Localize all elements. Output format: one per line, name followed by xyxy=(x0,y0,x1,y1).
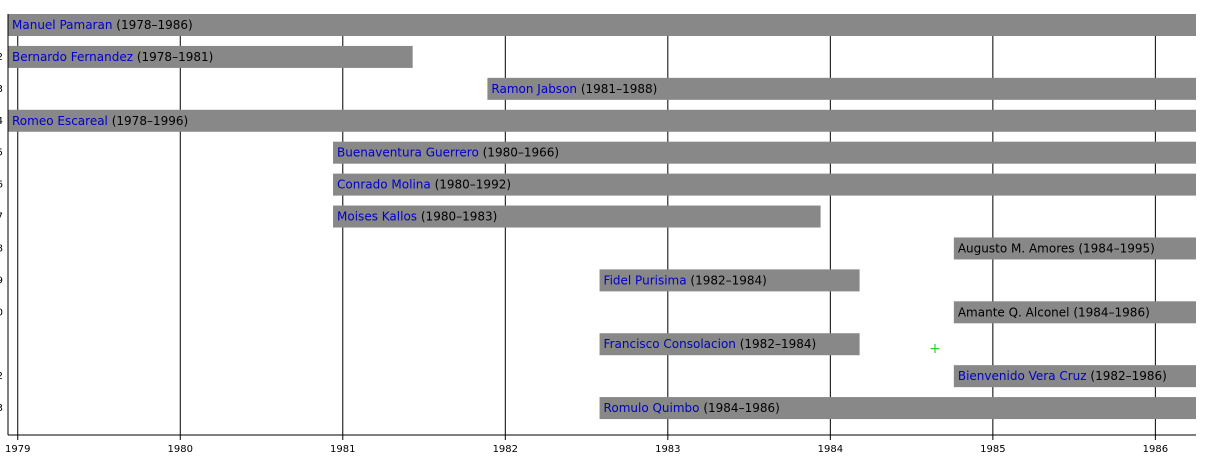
bar-label: Bernardo Fernandez (1978–1981) xyxy=(12,49,213,63)
axis: 1979 1980 1981 1982 1983 1984 1985 1986 2 3 4 5 6 7 8 9… xyxy=(0,14,1196,455)
row-label: 6 xyxy=(0,180,3,191)
x-tick-label: 1982 xyxy=(493,444,518,455)
bar-label: Fidel Purisima (1982–1984) xyxy=(604,273,767,287)
x-tick-label: 1981 xyxy=(330,444,355,455)
person-name[interactable]: Bienvenido Vera Cruz xyxy=(958,369,1087,383)
bar-label: Romulo Quimbo (1984–1986) xyxy=(604,401,780,415)
person-name[interactable]: Ramon Jabson xyxy=(491,81,577,95)
term-dates: (1980–1966) xyxy=(483,145,559,159)
x-tick-label: 1983 xyxy=(655,444,680,455)
person-name[interactable]: Bernardo Fernandez xyxy=(12,49,133,63)
marker: + xyxy=(929,341,941,357)
row-label: 5 xyxy=(0,148,3,159)
bar xyxy=(599,397,1196,420)
person-name[interactable]: Moises Kallos xyxy=(337,209,417,223)
person-name[interactable]: Manuel Pamaran xyxy=(12,18,112,32)
bars: Manuel Pamaran (1978–1986) Bernardo Ferna… xyxy=(8,14,1197,420)
row-label: 7 xyxy=(0,212,3,223)
row-label: 9 xyxy=(0,275,3,286)
row-label: 2 xyxy=(0,52,3,63)
bar xyxy=(953,365,1196,388)
row-label: 3 xyxy=(0,84,3,95)
x-tick-label: 1985 xyxy=(980,444,1005,455)
person-name[interactable]: Francisco Consolacion xyxy=(604,337,736,351)
bar-label: Conrado Molina (1980–1992) xyxy=(337,177,511,191)
bar xyxy=(599,333,860,356)
row-label: 4 xyxy=(0,116,3,127)
term-dates: (1981–1988) xyxy=(581,81,657,95)
term-dates: (1984–1986) xyxy=(703,401,779,415)
bar xyxy=(953,237,1196,260)
term-dates: (1984–1986) xyxy=(1073,305,1149,319)
bar xyxy=(599,269,860,292)
bar xyxy=(8,109,1196,132)
bar-label: Ramon Jabson (1981–1988) xyxy=(491,81,657,95)
x-tick-label: 1979 xyxy=(5,444,30,455)
row-label: 12 xyxy=(0,371,3,382)
term-dates: (1980–1992) xyxy=(435,177,511,191)
grid xyxy=(17,36,1156,435)
bar-label: Bienvenido Vera Cruz (1982–1986) xyxy=(958,369,1167,383)
term-dates: (1982–1984) xyxy=(740,337,816,351)
person-name[interactable]: Buenaventura Guerrero xyxy=(337,145,479,159)
person-name[interactable]: Romeo Escareal xyxy=(12,113,108,127)
term-dates: (1980–1983) xyxy=(421,209,497,223)
bar xyxy=(333,173,1197,196)
bar-label: Francisco Consolacion (1982–1984) xyxy=(604,337,817,351)
term-dates: (1978–1981) xyxy=(137,49,213,63)
term-dates: (1984–1995) xyxy=(1078,241,1154,255)
x-tick-label: 1980 xyxy=(168,444,193,455)
bar-label: Romeo Escareal (1978–1996) xyxy=(12,113,188,127)
x-tick-label: 1984 xyxy=(818,444,843,455)
term-dates: (1982–1986) xyxy=(1090,369,1166,383)
bar xyxy=(8,45,413,68)
person-name[interactable]: Romulo Quimbo xyxy=(604,401,700,415)
bar-label: Moises Kallos (1980–1983) xyxy=(337,209,497,223)
row-label: 10 xyxy=(0,307,3,318)
person-name: Augusto M. Amores xyxy=(958,241,1075,255)
person-name[interactable]: Conrado Molina xyxy=(337,177,431,191)
bar xyxy=(333,141,1197,164)
term-dates: (1982–1984) xyxy=(690,273,766,287)
bar xyxy=(953,301,1196,324)
term-dates: (1978–1986) xyxy=(116,18,192,32)
bar xyxy=(333,205,821,228)
row-label: 13 xyxy=(0,403,3,414)
person-name[interactable]: Fidel Purisima xyxy=(604,273,687,287)
bar xyxy=(8,14,1196,36)
person-name: Amante Q. Alconel xyxy=(958,305,1070,319)
bar xyxy=(487,77,1197,100)
bar-label: Augusto M. Amores (1984–1995) xyxy=(958,241,1155,255)
bar-label: Amante Q. Alconel (1984–1986) xyxy=(958,305,1150,319)
term-dates: (1978–1996) xyxy=(112,113,188,127)
row-label: 8 xyxy=(0,243,3,254)
bar-label: Buenaventura Guerrero (1980–1966) xyxy=(337,145,559,159)
bar-label: Manuel Pamaran (1978–1986) xyxy=(12,18,193,32)
x-tick-label: 1986 xyxy=(1143,444,1168,455)
